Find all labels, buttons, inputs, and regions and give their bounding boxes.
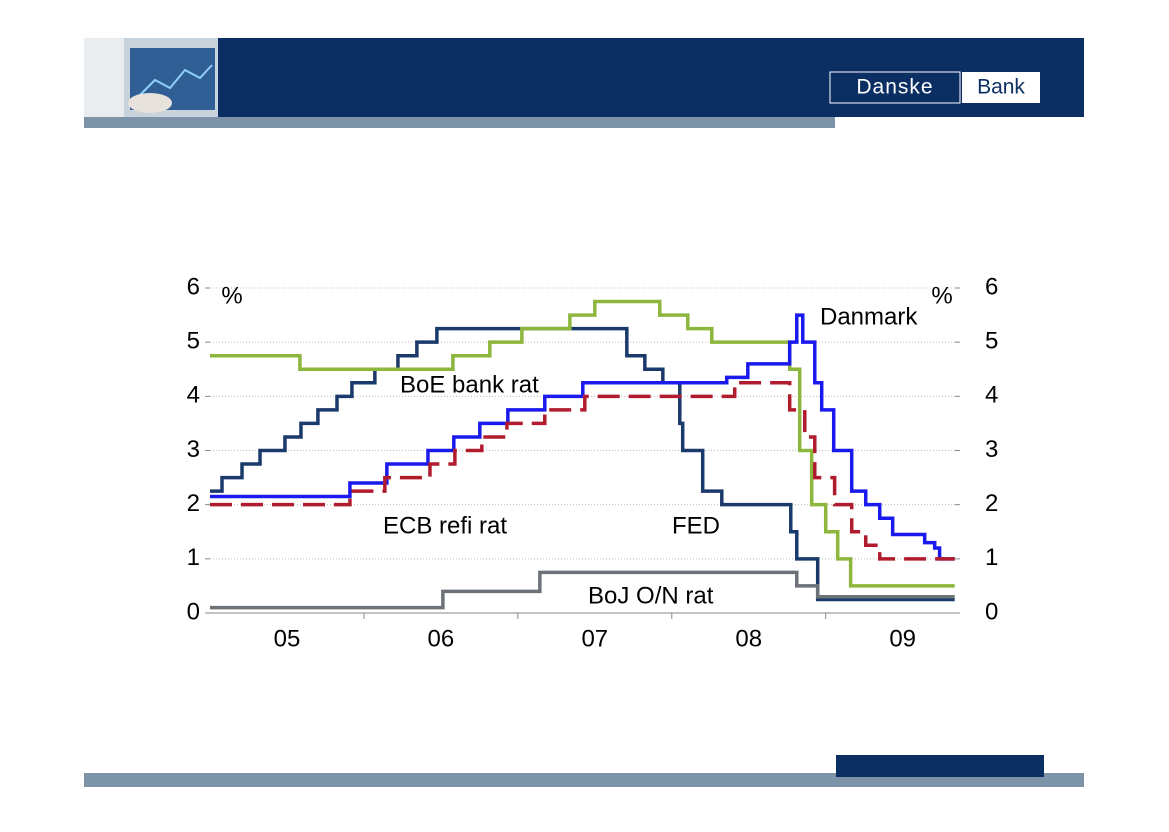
header-stripe <box>84 117 835 128</box>
x-tick-label: 07 <box>581 625 608 652</box>
y2-tick-label: 4 <box>985 382 998 409</box>
y2-tick-label: 5 <box>985 328 998 355</box>
y2-unit: % <box>931 282 952 309</box>
y-tick-label: 1 <box>187 544 200 571</box>
x-tick-label: 08 <box>735 625 762 652</box>
x-tick-label: 09 <box>889 625 916 652</box>
y2-tick-label: 3 <box>985 436 998 463</box>
y-tick-label: 6 <box>187 273 200 300</box>
logo-text: Danske <box>856 76 933 99</box>
footer-stripe <box>84 773 1084 787</box>
y-tick-label: 4 <box>187 382 200 409</box>
series-line <box>210 570 955 610</box>
x-tick-label: 06 <box>428 625 455 652</box>
y-tick-label: 2 <box>187 490 200 517</box>
header-band <box>84 38 1084 117</box>
x-tick-label: 05 <box>274 625 301 652</box>
y-unit: % <box>221 282 242 309</box>
logo-text: Bank <box>977 76 1025 99</box>
chart: 0 1 2 3 4 5 6 0 1 2 3 4 5 6% % 05 06 07 08 09 BoE bank rat EC… <box>187 273 999 652</box>
series-line <box>210 326 955 602</box>
series-line <box>210 299 955 588</box>
y-tick-label: 5 <box>187 328 200 355</box>
header-photo <box>84 38 218 117</box>
y2-tick-label: 1 <box>985 544 998 571</box>
logo-frame <box>829 71 961 104</box>
series-line <box>210 313 955 561</box>
y2-tick-label: 2 <box>985 490 998 517</box>
series-label: ECB refi rat <box>383 512 507 539</box>
y2-tick-label: 0 <box>985 598 998 625</box>
series-label: Danmark <box>820 303 918 330</box>
footer-block <box>836 755 1044 777</box>
logo-box <box>962 72 1040 103</box>
series-label: BoJ O/N rat <box>588 582 714 609</box>
series-label: FED <box>672 512 720 539</box>
series-line <box>210 381 955 561</box>
series-label: BoE bank rat <box>400 371 539 398</box>
y-tick-label: 3 <box>187 436 200 463</box>
y2-tick-label: 6 <box>985 273 998 300</box>
y-tick-label: 0 <box>187 598 200 625</box>
